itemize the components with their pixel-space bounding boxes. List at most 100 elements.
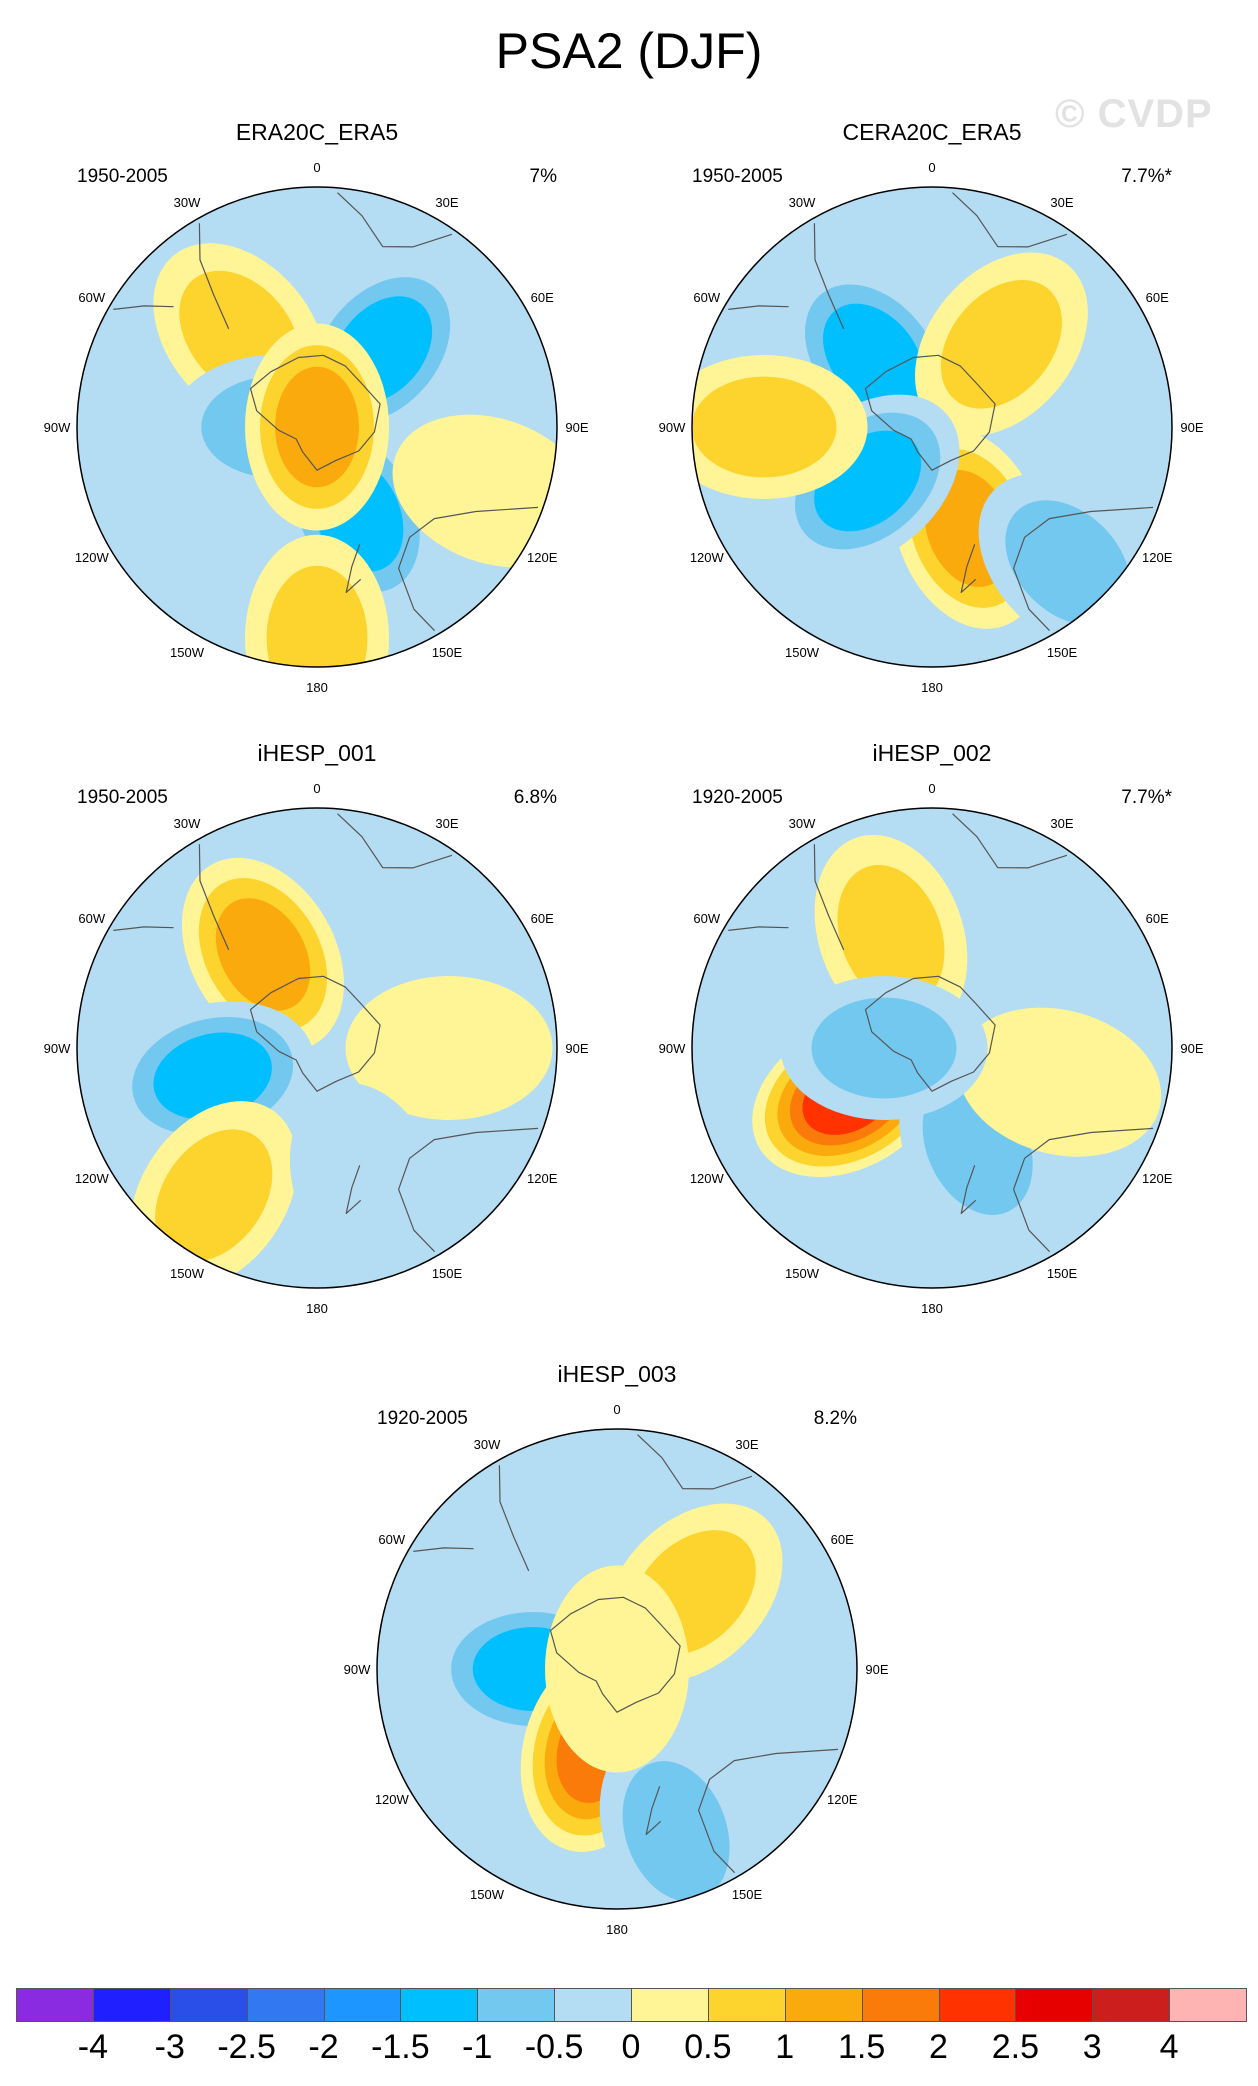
lon-label: 60E xyxy=(1146,290,1169,305)
colorbar-label: 3 xyxy=(1082,2028,1102,2066)
lon-label: 90E xyxy=(565,420,588,435)
coastline-2 xyxy=(413,1547,474,1552)
colorbar-box xyxy=(784,1988,863,2022)
coastline-4 xyxy=(1013,1127,1154,1253)
anomaly-contour-1-1 xyxy=(940,279,1062,409)
colorbar-box xyxy=(92,1988,171,2022)
map-panel-ihesp-002: iHESP_002 1920-2005 7.7%* 0 30E 60E 90E 120E… xyxy=(659,740,1204,1316)
colorbar-box xyxy=(938,1988,1017,2022)
colorbar-labels: -4 -3 -2.5 -2 -1.5 -1 -0.5 0 0.5 1 1.5 2 2.5 3 4 xyxy=(16,2028,1246,2072)
anomaly-contour-3-1 xyxy=(155,1129,273,1262)
lon-label: 180 xyxy=(921,680,943,695)
colorbar-box xyxy=(1169,1988,1247,2022)
coastline-0 xyxy=(864,354,996,471)
lon-label: 60W xyxy=(78,290,105,305)
map-border xyxy=(376,1428,858,1910)
polar-map: 0 30E 60E 90E 120E 150E 180 150W 120W 90W 60W 30W xyxy=(659,781,1204,1316)
lon-label: 150W xyxy=(785,645,820,660)
panel-title: iHESP_001 xyxy=(257,740,377,766)
lon-label: 30W xyxy=(174,816,201,831)
coastline-3 xyxy=(952,813,1068,869)
coastline-3 xyxy=(337,813,453,869)
lon-label: 30W xyxy=(789,816,816,831)
panel-percent: 8.2% xyxy=(813,1408,857,1429)
coastline-4 xyxy=(698,1748,839,1874)
colorbar-box xyxy=(554,1988,632,2022)
map-panel-era20c-era5: ERA20C_ERA5 1950-2005 7% 0 30E 60E 90E 120E 1… xyxy=(44,119,589,695)
map-panel-cera20c-era5: CERA20C_ERA5 1950-2005 7.7%* 0 30E 60E 90E 1… xyxy=(659,119,1204,695)
panel-title: CERA20C_ERA5 xyxy=(842,119,1022,145)
lon-label: 120W xyxy=(690,1171,725,1186)
polar-map: 0 30E 60E 90E 120E 150E 180 150W 120W 90W 60W 30W xyxy=(659,160,1204,695)
lon-label: 30W xyxy=(474,1437,501,1452)
colorbar-box xyxy=(1015,1988,1094,2022)
polar-map: 0 30E 60E 90E 120E 150E 180 150W 120W 90W 60W 30W xyxy=(44,160,589,695)
anomaly-contour-6-2 xyxy=(275,366,359,488)
watermark: © CVDP xyxy=(1055,92,1213,136)
lon-label: 90E xyxy=(565,1041,588,1056)
lon-label: 90W xyxy=(659,1041,686,1056)
lon-label: 90W xyxy=(659,420,686,435)
anomaly-contour-0-2 xyxy=(215,898,311,1011)
anomaly-contour-4-1 xyxy=(811,997,957,1099)
colorbar-label: -1.5 xyxy=(371,2028,430,2066)
colorbar-box xyxy=(246,1988,325,2022)
colorbar xyxy=(16,1988,1247,2022)
lon-label: 150W xyxy=(785,1266,820,1281)
lon-label: 30E xyxy=(735,1437,758,1452)
anomaly-contour-4-0 xyxy=(289,1082,443,1284)
colorbar-label: -3 xyxy=(154,2028,185,2066)
anomaly-contour-3-0 xyxy=(957,1007,1162,1157)
coastline-2 xyxy=(728,305,789,310)
lon-label: 150W xyxy=(470,1887,505,1902)
lon-label: 30W xyxy=(789,195,816,210)
lon-label: 120E xyxy=(527,550,558,565)
panel-period: 1950-2005 xyxy=(77,166,168,187)
lon-label: 120E xyxy=(527,1171,558,1186)
lon-label: 30W xyxy=(174,195,201,210)
lon-label: 180 xyxy=(921,1301,943,1316)
lon-label: 180 xyxy=(606,1922,628,1937)
coastline-5 xyxy=(345,544,362,593)
colorbar-label: -1 xyxy=(462,2028,493,2066)
lon-label: 180 xyxy=(306,680,328,695)
lon-label: 90W xyxy=(44,1041,71,1056)
anomaly-contour-2-1 xyxy=(837,864,945,1006)
lon-label: 180 xyxy=(306,1301,328,1316)
panel-period: 1950-2005 xyxy=(692,166,783,187)
panel-title: iHESP_002 xyxy=(872,740,992,766)
panel-percent: 6.8% xyxy=(513,787,557,808)
polar-map: 0 30E 60E 90E 120E 150E 180 150W 120W 90W 60W 30W xyxy=(344,1402,889,1937)
lon-label: 90E xyxy=(1180,1041,1203,1056)
panel-percent: 7% xyxy=(529,166,557,187)
lon-label: 0 xyxy=(313,781,320,796)
colorbar-label: 0.5 xyxy=(684,2028,732,2066)
colorbar-label: -0.5 xyxy=(524,2028,584,2066)
panel-percent: 7.7%* xyxy=(1121,787,1172,808)
colorbar-box xyxy=(323,1988,402,2022)
page-title: PSA2 (DJF) xyxy=(495,23,763,79)
colorbar-box xyxy=(477,1988,556,2022)
lon-label: 60W xyxy=(693,290,720,305)
lon-label: 30E xyxy=(1050,816,1073,831)
lon-label: 120W xyxy=(75,1171,110,1186)
lon-label: 120W xyxy=(375,1792,410,1807)
panel-period: 1920-2005 xyxy=(377,1408,468,1429)
lon-label: 60W xyxy=(693,911,720,926)
coastline-1 xyxy=(813,844,845,951)
lon-label: 60W xyxy=(378,1532,405,1547)
colorbar-label: 1 xyxy=(775,2028,795,2066)
coastline-5 xyxy=(960,1165,977,1214)
coastline-1 xyxy=(198,223,230,330)
lon-label: 120E xyxy=(1142,550,1173,565)
colorbar-box xyxy=(861,1988,940,2022)
colorbar-label: -4 xyxy=(77,2028,108,2066)
anomaly-contour-2-0 xyxy=(345,976,553,1120)
lon-label: 60E xyxy=(831,1532,854,1547)
lon-label: 90E xyxy=(1180,420,1203,435)
coastline-0 xyxy=(249,354,381,471)
lon-label: 0 xyxy=(928,781,935,796)
colorbar-label: 0 xyxy=(621,2028,641,2066)
colorbar-box xyxy=(16,1988,94,2022)
map-border xyxy=(691,807,1173,1289)
